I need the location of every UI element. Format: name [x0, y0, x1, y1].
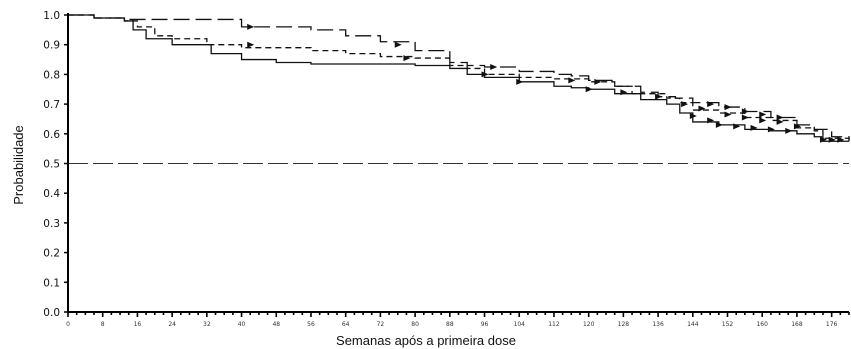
censor-mark	[707, 117, 715, 124]
censor-mark	[759, 111, 767, 118]
censor-mark	[394, 41, 402, 48]
x-tick-label: 112	[548, 321, 560, 328]
censor-mark	[837, 136, 845, 143]
x-tick-label: 144	[687, 321, 699, 328]
y-tick-label: 0.7	[43, 99, 60, 111]
censor-mark	[247, 41, 255, 48]
censor-mark	[698, 105, 706, 112]
censor-mark	[724, 111, 732, 118]
censor-mark	[620, 89, 628, 96]
censor-mark	[793, 123, 801, 130]
x-tick-label: 128	[618, 321, 630, 328]
y-tick-label: 0.4	[43, 188, 60, 200]
censor-mark	[776, 114, 784, 121]
x-tick-label: 136	[652, 321, 664, 328]
censor-mark	[689, 112, 697, 119]
x-tick-label: 152	[722, 321, 734, 328]
censor-mark	[403, 55, 411, 62]
censor-mark	[715, 121, 723, 128]
censor-mark	[819, 136, 827, 143]
censor-mark	[490, 63, 498, 70]
y-tick-label: 0.3	[43, 218, 60, 230]
censor-mark	[707, 101, 715, 108]
x-tick-label: 104	[514, 321, 526, 328]
x-tick-label: 16	[134, 321, 142, 328]
y-tick-label: 0.5	[43, 159, 60, 171]
x-tick-label: 176	[826, 321, 838, 328]
censor-mark	[516, 78, 524, 85]
x-tick-label: 8	[101, 321, 105, 328]
x-tick-label: 56	[307, 321, 315, 328]
x-tick-label: 32	[203, 321, 211, 328]
x-tick-label: 72	[377, 321, 385, 328]
x-axis-label: Semanas após a primeira dose	[336, 333, 516, 348]
y-axis-label: Probabilidade	[11, 125, 26, 205]
x-tick-label: 24	[168, 321, 176, 328]
ticks-layer: 0.0 0.1 0.2 0.3 0.4 0.5 0.6 0.7 0.8 0.9 1.0 0 8 16 24 3…	[43, 10, 850, 328]
series-line-3	[68, 14, 850, 142]
censor-mark	[481, 71, 489, 78]
censor-mark	[759, 117, 767, 124]
series-line-1	[68, 14, 849, 142]
censor-mark	[733, 123, 741, 130]
x-tick-label: 160	[756, 321, 768, 328]
series-line-2	[68, 14, 850, 142]
censor-mark	[594, 78, 602, 85]
y-tick-label: 0.1	[43, 277, 60, 289]
censor-mark	[785, 127, 793, 134]
y-tick-label: 0.0	[43, 307, 60, 319]
y-tick-label: 0.6	[43, 129, 60, 141]
series-layer	[68, 14, 850, 143]
x-tick-label: 88	[446, 321, 454, 328]
censor-mark	[767, 126, 775, 133]
x-tick-label: 120	[583, 321, 595, 328]
y-tick-label: 0.8	[43, 69, 60, 81]
censor-mark	[741, 108, 749, 115]
x-tick-label: 0	[66, 321, 70, 328]
censor-mark	[750, 124, 758, 131]
censor-mark	[776, 118, 784, 125]
x-tick-label: 96	[481, 321, 489, 328]
censor-mark	[568, 77, 576, 84]
x-tick-label: 48	[272, 321, 280, 328]
axes-layer	[67, 13, 849, 313]
y-tick-label: 0.9	[43, 40, 60, 52]
x-tick-label: 80	[411, 321, 419, 328]
censor-mark	[247, 23, 255, 30]
y-tick-label: 0.2	[43, 248, 60, 260]
censor-mark	[681, 101, 689, 108]
censor-mark	[828, 136, 836, 143]
censor-mark	[741, 114, 749, 121]
x-tick-label: 64	[342, 321, 350, 328]
y-tick-label: 1.0	[43, 10, 60, 22]
censor-mark	[585, 86, 593, 93]
censor-mark	[724, 104, 732, 111]
x-tick-label: 40	[238, 321, 246, 328]
x-tick-label: 168	[791, 321, 803, 328]
censor-mark	[655, 93, 663, 100]
